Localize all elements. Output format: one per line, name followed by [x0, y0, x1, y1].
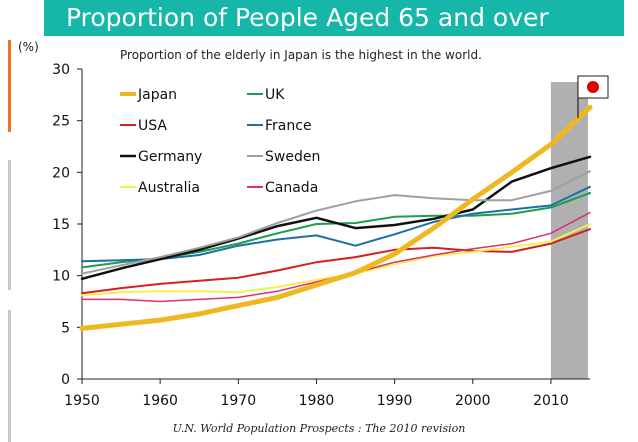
legend-label-australia: Australia: [138, 180, 200, 196]
series-line-usa: [81, 228, 591, 295]
y-tick-label: 15: [52, 217, 70, 233]
y-tick-label: 5: [61, 320, 70, 336]
japan-flag-sun: [587, 81, 599, 93]
x-tick-label: 2010: [533, 393, 569, 409]
series-line-japan: [79, 104, 593, 331]
x-tick-label: 1980: [299, 393, 335, 409]
x-tick-label: 1990: [377, 393, 413, 409]
legend-label-japan: Japan: [137, 87, 177, 103]
series-line-germany: [80, 155, 592, 281]
x-tick-label: 2000: [455, 393, 491, 409]
y-tick-label: 10: [52, 269, 70, 285]
chart-title: Proportion of People Aged 65 and over: [44, 0, 624, 36]
chart-subtitle: Proportion of the elderly in Japan is th…: [120, 48, 482, 62]
source-note: U.N. World Population Prospects : The 20…: [172, 422, 466, 435]
accent-bar-gray-1: [8, 160, 11, 290]
y-tick-label: 30: [52, 62, 70, 78]
legend-label-uk: UK: [265, 87, 285, 103]
y-tick-label: 25: [52, 114, 70, 130]
legend-label-usa: USA: [138, 118, 167, 134]
y-tick-label: 0: [61, 372, 70, 388]
accent-bar-gray-2: [8, 310, 11, 442]
legend-label-canada: Canada: [265, 180, 318, 196]
series-line-uk: [81, 192, 591, 269]
series-line-sweden: [81, 170, 591, 275]
accent-bar-orange: [8, 40, 11, 132]
legend-label-france: France: [265, 118, 312, 134]
y-axis-unit: (%): [18, 40, 39, 54]
x-tick-label: 1960: [142, 393, 178, 409]
legend-label-sweden: Sweden: [265, 149, 320, 165]
y-tick-label: 20: [52, 165, 70, 181]
legend-label-germany: Germany: [138, 149, 202, 165]
x-tick-label: 1950: [64, 393, 100, 409]
x-tick-label: 1970: [220, 393, 256, 409]
